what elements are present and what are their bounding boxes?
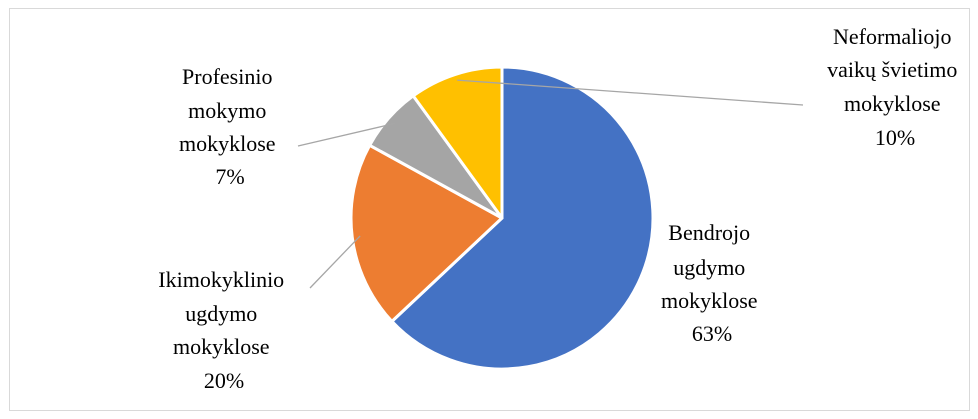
slice-pct-label: 20% [204, 368, 244, 393]
slice-label-line: ugdymo [673, 255, 745, 280]
pie-slice-ikimokyklinio [349, 143, 504, 323]
slice-pct-label: 10% [875, 125, 915, 150]
slice-label-line: ugdymo [185, 301, 257, 326]
pie-slice-bendrojo [390, 65, 655, 371]
slice-label-line: mokyklose [844, 91, 941, 116]
slice-label-ikimokyklinio: Ikimokyklinio ugdymo mokyklose 20% [158, 267, 289, 393]
slice-label-profesinio: Profesinio mokymo mokyklose 7% [179, 64, 281, 189]
slice-label-line: Ikimokyklinio [158, 267, 284, 292]
slice-label-neformaliojo: Neformaliojo vaikų švietimo mokyklose 10… [827, 24, 963, 150]
leader-line-profesinio [297, 122, 395, 147]
slice-label-line: Profesinio [182, 64, 272, 89]
pie-slices [349, 65, 655, 371]
slice-label-bendrojo: Bendrojo ugdymo mokyklose 63% [661, 220, 763, 346]
slice-label-line: vaikų švietimo [827, 57, 957, 82]
leader-lines [297, 79, 804, 289]
pie-slice-neformaliojo [411, 65, 504, 220]
slice-label-line: Bendrojo [668, 220, 750, 245]
slice-pct-label: 63% [692, 321, 732, 346]
slice-label-line: mokyklose [661, 288, 758, 313]
slice-label-line: mokyklose [179, 131, 276, 156]
slice-label-line: Neformaliojo [833, 24, 952, 49]
slice-label-line: mokyklose [173, 334, 270, 359]
slice-pct-label: 7% [215, 164, 244, 189]
slice-label-line: mokymo [188, 98, 266, 123]
leader-line-ikimokyklinio [309, 235, 361, 289]
leader-line-neformaliojo [457, 79, 804, 106]
